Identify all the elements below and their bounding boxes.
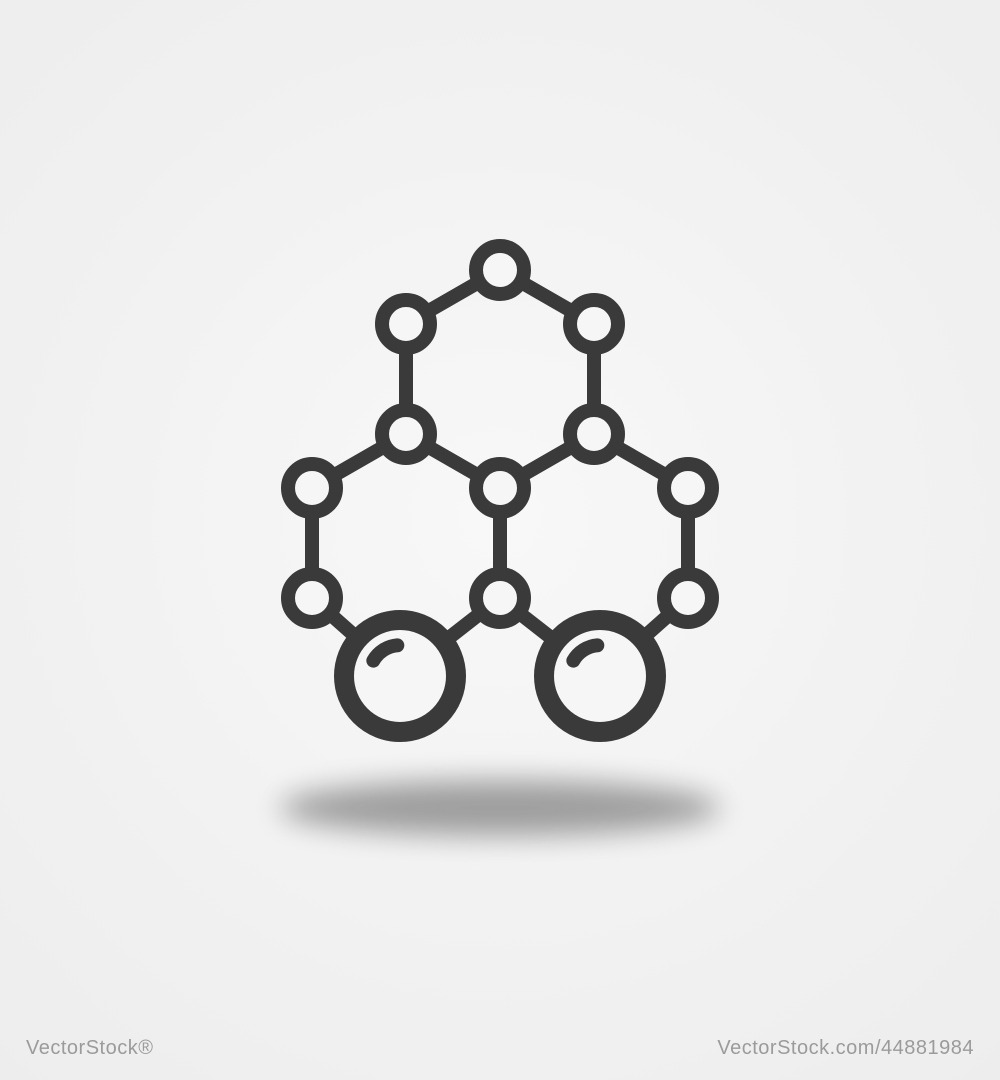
node-small [476,464,524,512]
edge [333,446,385,476]
node-small [664,464,712,512]
node-small [570,300,618,348]
node-small [570,410,618,458]
node-large [344,620,456,732]
node-small [476,574,524,622]
edge [615,446,667,476]
edge [427,446,479,476]
drop-shadow [280,780,720,836]
edge [521,282,573,312]
watermark-brand: VectorStock® [26,1037,153,1060]
edge [427,282,479,312]
node-small [382,300,430,348]
molecule-diagram [0,0,1000,1080]
figure-canvas [0,0,1000,1080]
node-small [664,574,712,622]
watermark-id: VectorStock.com/44881984 [717,1037,974,1060]
node-small [288,464,336,512]
edge [521,446,573,476]
node-small [476,246,524,294]
node-small [382,410,430,458]
node-small [288,574,336,622]
node-large [544,620,656,732]
